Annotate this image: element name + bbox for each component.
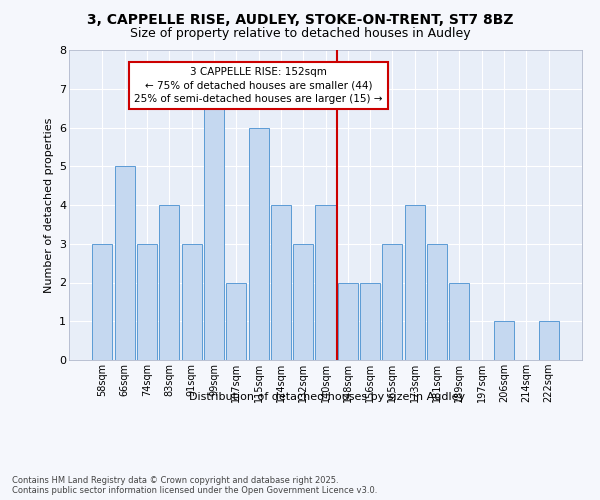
Bar [494,322,514,360]
Bar [360,282,380,360]
Bar [226,282,246,360]
Bar [293,244,313,360]
Text: 3, CAPPELLE RISE, AUDLEY, STOKE-ON-TRENT, ST7 8BZ: 3, CAPPELLE RISE, AUDLEY, STOKE-ON-TRENT… [87,12,513,26]
Bar [316,205,335,360]
Bar [382,244,403,360]
Y-axis label: Number of detached properties: Number of detached properties [44,118,53,292]
Bar [137,244,157,360]
Text: 3 CAPPELLE RISE: 152sqm
← 75% of detached houses are smaller (44)
25% of semi-de: 3 CAPPELLE RISE: 152sqm ← 75% of detache… [134,68,383,104]
Bar [449,282,469,360]
Text: Distribution of detached houses by size in Audley: Distribution of detached houses by size … [189,392,465,402]
Bar [159,205,179,360]
Bar [539,322,559,360]
Bar [338,282,358,360]
Text: Size of property relative to detached houses in Audley: Size of property relative to detached ho… [130,28,470,40]
Bar [182,244,202,360]
Bar [427,244,447,360]
Bar [92,244,112,360]
Bar [271,205,291,360]
Bar [248,128,269,360]
Bar [405,205,425,360]
Bar [115,166,135,360]
Bar [204,89,224,360]
Text: Contains HM Land Registry data © Crown copyright and database right 2025.
Contai: Contains HM Land Registry data © Crown c… [12,476,377,495]
